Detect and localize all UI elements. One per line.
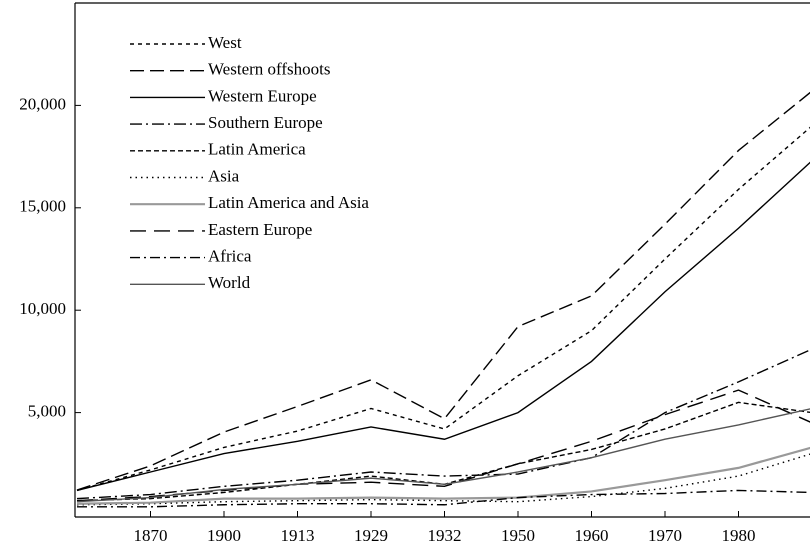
legend-label: Southern Europe — [208, 113, 323, 132]
series-line — [76, 446, 810, 505]
legend-label: Western offshoots — [208, 60, 331, 79]
series-line — [76, 126, 810, 492]
x-tick-label: 1980 — [722, 526, 756, 545]
x-tick-label: 1870 — [134, 526, 168, 545]
x-tick-label: 1900 — [207, 526, 241, 545]
x-tick-label: 1932 — [428, 526, 462, 545]
legend-label: World — [208, 273, 251, 292]
legend-label: Western Europe — [208, 86, 317, 105]
legend-label: Latin America and Asia — [208, 193, 369, 212]
x-tick-label: 1950 — [501, 526, 535, 545]
x-tick-label: 1913 — [281, 526, 315, 545]
x-tick-label: 1929 — [354, 526, 388, 545]
series-line — [77, 489, 810, 508]
legend-label: Africa — [208, 247, 252, 266]
series-line — [76, 408, 810, 503]
series-line — [76, 91, 810, 491]
x-tick-label: 1960 — [575, 526, 609, 545]
y-tick-label: 15,000 — [19, 197, 66, 216]
y-tick-label: 5,000 — [28, 402, 66, 421]
legend-label: Latin America — [208, 140, 306, 159]
series-line — [76, 453, 810, 506]
y-tick-label: 10,000 — [19, 299, 66, 318]
legend-label: Asia — [208, 166, 240, 185]
x-tick-label: 1970 — [648, 526, 682, 545]
legend-label: West — [208, 33, 242, 52]
series-line — [76, 161, 810, 492]
series-line — [76, 349, 810, 500]
legend-label: Eastern Europe — [208, 220, 312, 239]
y-tick-label: 20,000 — [19, 94, 66, 113]
